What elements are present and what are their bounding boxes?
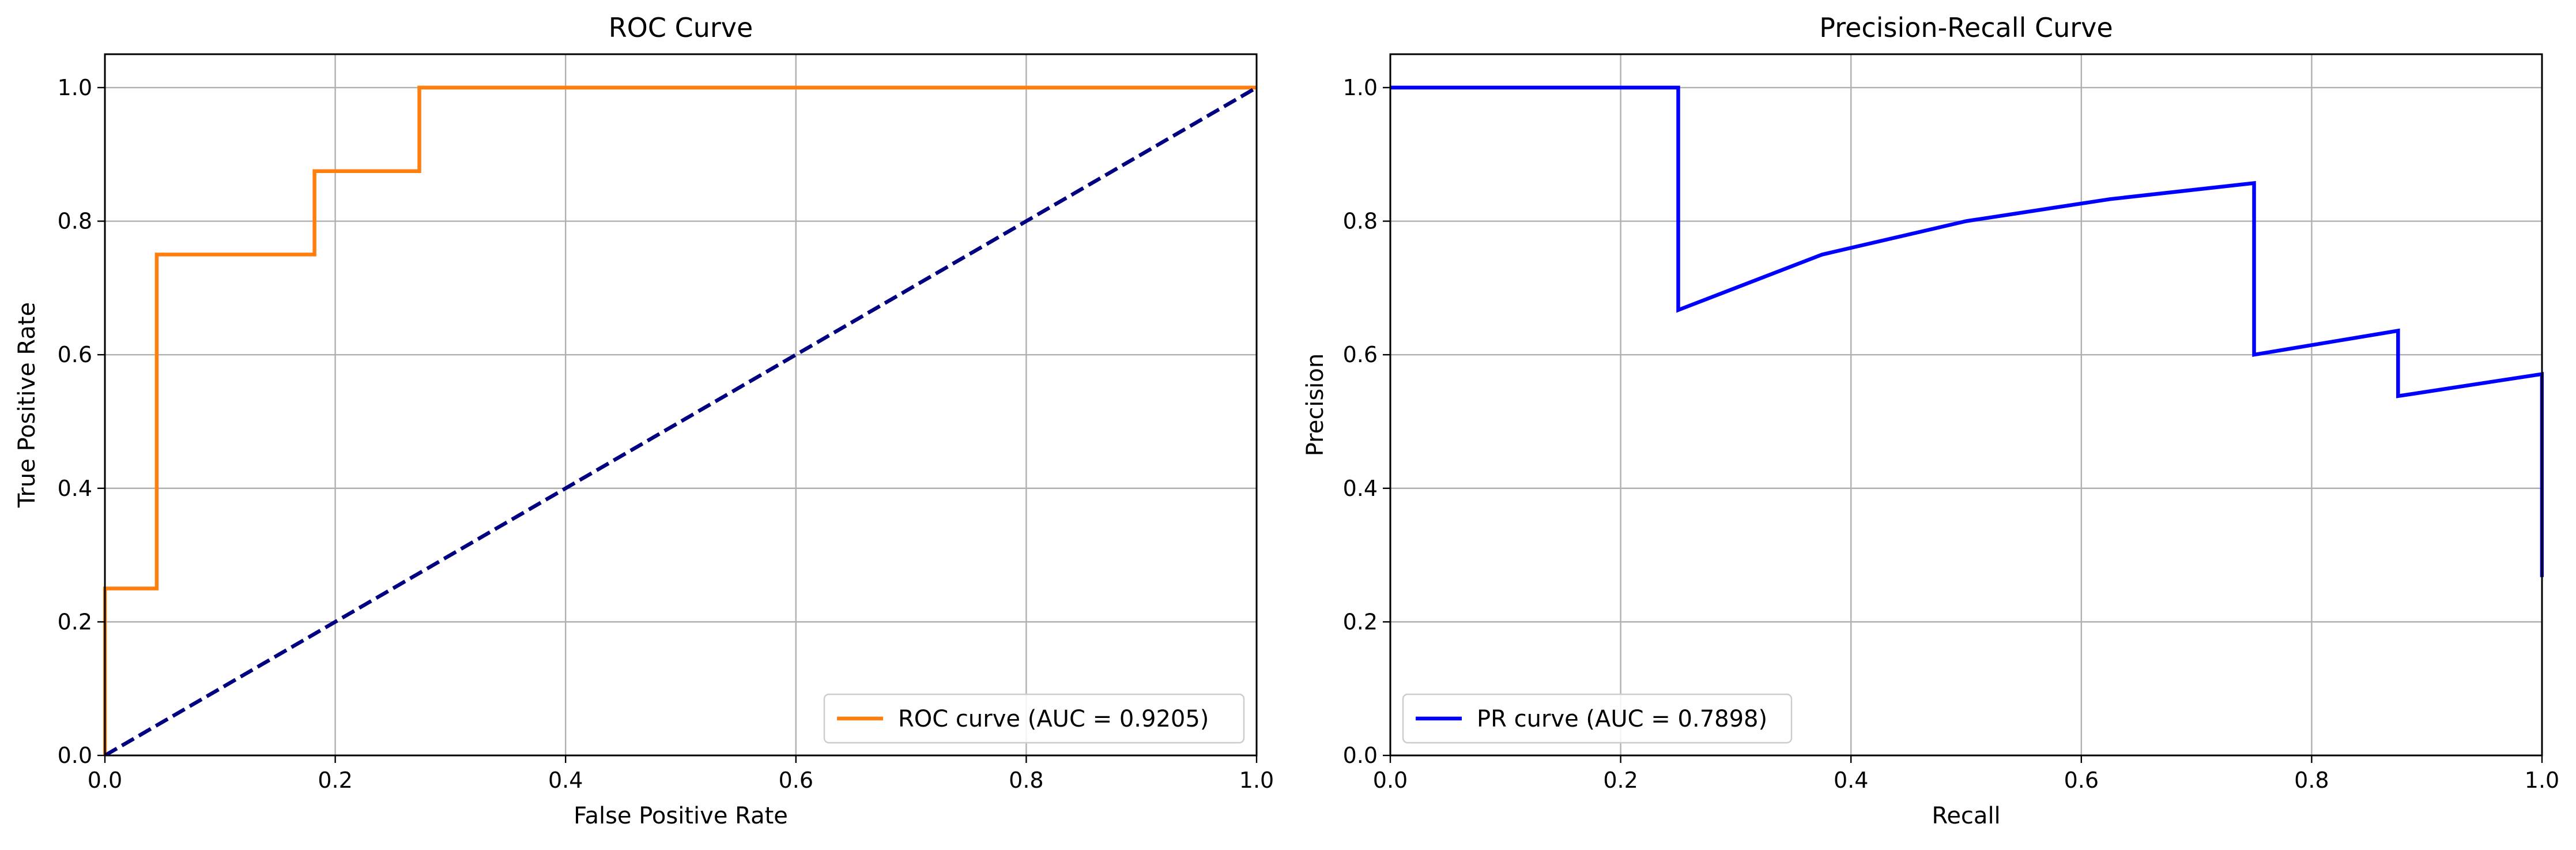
y-tick-label: 1.0 [1343, 75, 1378, 100]
x-axis-label: Recall [1932, 803, 2000, 829]
legend-box [823, 693, 1245, 744]
y-tick-label: 0.2 [58, 609, 92, 634]
legend: PR curve (AUC = 0.7898) [1402, 693, 1793, 744]
legend-label: PR curve (AUC = 0.7898) [1477, 706, 1767, 732]
y-tick-label: 0.2 [1343, 609, 1378, 634]
x-tick-label: 1.0 [1239, 768, 1274, 793]
series-line-pr [1390, 85, 2544, 577]
x-tick-label: 0.0 [1373, 768, 1408, 793]
legend-box [1402, 693, 1793, 744]
chart-title: Precision-Recall Curve [1819, 12, 2113, 43]
y-tick-label: 0.6 [1343, 342, 1378, 367]
x-tick-label: 0.2 [1603, 768, 1638, 793]
y-tick-label: 0.0 [58, 743, 92, 768]
x-tick-label: 0.4 [548, 768, 583, 793]
reference-diagonal-line [104, 86, 1258, 755]
x-tick-label: 0.6 [2064, 768, 2099, 793]
series-line-roc [103, 85, 1257, 755]
x-tick-label: 0.8 [2294, 768, 2329, 793]
y-axis-label: Precision [1302, 353, 1329, 456]
plot-frame [104, 53, 1258, 757]
series-group [1390, 85, 2544, 577]
plot-frame [1389, 53, 2543, 757]
y-axis-label: True Positive Rate [14, 302, 40, 508]
chart-title: ROC Curve [609, 12, 753, 43]
x-tick-label: 0.2 [318, 768, 352, 793]
y-tick-label: 0.0 [1343, 743, 1378, 768]
chart-panel-1: 0.0 0.2 0.4 0.6 0.8 1.0 0.0 0.2 0.4 0.6 0.8 1.0 ROC … [14, 12, 1274, 829]
y-tick-label: 0.6 [58, 342, 92, 367]
x-tick-label: 0.8 [1009, 768, 1043, 793]
y-tick-label: 0.8 [58, 209, 92, 234]
y-tick-label: 1.0 [58, 75, 92, 100]
x-tick-label: 0.4 [1834, 768, 1868, 793]
x-tick-label: 0.0 [88, 768, 122, 793]
chart-panel-2: 0.0 0.2 0.4 0.6 0.8 1.0 0.0 0.2 0.4 0.6 0.8 1.0 Prec… [1302, 12, 2559, 829]
legend: ROC curve (AUC = 0.9205) [823, 693, 1245, 744]
x-tick-label: 0.6 [779, 768, 813, 793]
y-tick-label: 0.8 [1343, 209, 1378, 234]
x-axis-label: False Positive Rate [574, 803, 788, 829]
x-tick-label: 1.0 [2525, 768, 2559, 793]
series-group [103, 85, 1258, 755]
y-tick-label: 0.4 [1343, 476, 1378, 501]
y-tick-label: 0.4 [58, 476, 92, 501]
legend-label: ROC curve (AUC = 0.9205) [898, 706, 1209, 732]
